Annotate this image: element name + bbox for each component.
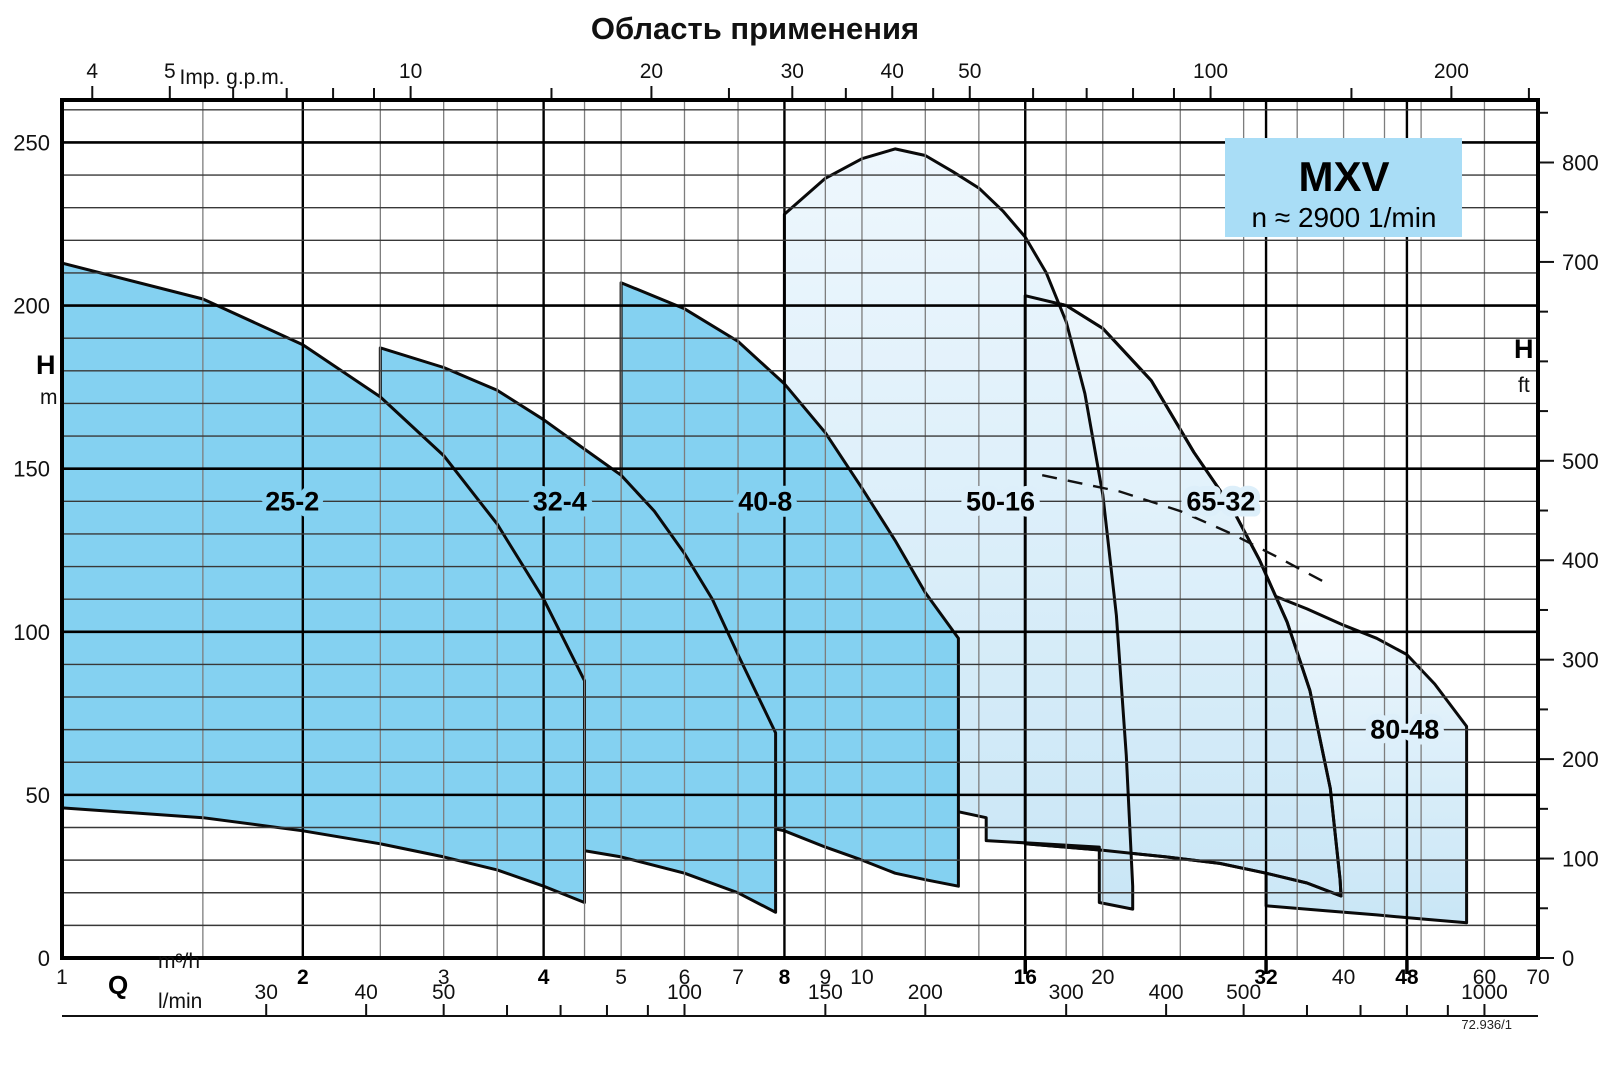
lmin-label-50: 50	[432, 981, 455, 1004]
legend-box: MXV n ≈ 2900 1/min	[1225, 138, 1462, 237]
lmin-label-1000: 1000	[1461, 981, 1508, 1004]
lmin-label-300: 300	[1049, 981, 1084, 1004]
tick-bottom-label-40: 40	[1332, 966, 1355, 989]
tick-left-label-200: 200	[13, 294, 50, 319]
tick-bottom-label-4: 4	[538, 966, 550, 989]
tick-top-label-4: 4	[86, 60, 98, 83]
tick-left-label-250: 250	[13, 130, 50, 155]
tick-top-label-20: 20	[640, 60, 663, 83]
tick-bottom-label-3: 3	[438, 966, 450, 989]
tick-bottom-label-60: 60	[1473, 966, 1496, 989]
left-axis-symbol: H	[36, 350, 56, 380]
tick-top-label-100: 100	[1193, 60, 1228, 83]
tick-bottom-label-70: 70	[1526, 966, 1549, 989]
tick-left-label-0: 0	[38, 946, 50, 971]
lmin-label-400: 400	[1149, 981, 1184, 1004]
tick-bottom-label-32: 32	[1254, 966, 1277, 989]
right-axis-symbol: H	[1514, 334, 1534, 364]
tick-bottom-label-16: 16	[1014, 966, 1037, 989]
top-axis-unit: Imp. g.p.m.	[179, 66, 284, 89]
tick-bottom-label-10: 10	[850, 966, 873, 989]
tick-left-label-100: 100	[13, 620, 50, 645]
tick-top-label-50: 50	[958, 60, 981, 83]
lmin-label-500: 500	[1226, 981, 1261, 1004]
tick-left-label-50: 50	[26, 783, 50, 808]
tick-top-label-200: 200	[1434, 60, 1469, 83]
tick-bottom-label-2: 2	[297, 966, 309, 989]
tick-right-label-100: 100	[1562, 847, 1599, 872]
lmin-label-150: 150	[808, 981, 843, 1004]
tick-top-label-30: 30	[781, 60, 804, 83]
tick-bottom-label-9: 9	[820, 966, 832, 989]
tick-bottom-label-7: 7	[732, 966, 744, 989]
region-label-40-8: 40-8	[738, 486, 792, 516]
region-label-50-16: 50-16	[966, 486, 1035, 516]
tick-top-label-10: 10	[399, 60, 422, 83]
flow-axis-unit-m3h: m³/h	[158, 950, 200, 973]
tick-top-label-5: 5	[164, 60, 176, 83]
tick-bottom-label-20: 20	[1091, 966, 1114, 989]
tick-right-label-700: 700	[1562, 250, 1599, 275]
tick-right-label-200: 200	[1562, 747, 1599, 772]
left-axis-unit: m	[40, 386, 58, 409]
lmin-label-200: 200	[908, 981, 943, 1004]
tick-bottom-label-6: 6	[679, 966, 691, 989]
tick-right-label-500: 500	[1562, 449, 1599, 474]
tick-right-label-800: 800	[1562, 150, 1599, 175]
legend-model: MXV	[1298, 153, 1389, 200]
tick-bottom-label-5: 5	[615, 966, 627, 989]
dashed-limit-line	[1041, 474, 1327, 584]
drawing-reference: 72.936/1	[1461, 1017, 1512, 1032]
tick-right-label-0: 0	[1562, 946, 1574, 971]
legend-speed: n ≈ 2900 1/min	[1251, 202, 1436, 233]
region-label-65-32: 65-32	[1186, 486, 1255, 516]
flow-axis-symbol: Q	[108, 970, 128, 1000]
plot-border	[60, 98, 1540, 960]
tick-left-label-150: 150	[13, 457, 50, 482]
flow-axis-unit-lmin: l/min	[158, 990, 202, 1013]
chart-title: Область применения	[591, 11, 919, 46]
lmin-label-100: 100	[667, 981, 702, 1004]
lmin-label-30: 30	[255, 981, 278, 1004]
lmin-label-40: 40	[354, 981, 377, 1004]
tick-right-label-400: 400	[1562, 548, 1599, 573]
right-axis-unit: ft	[1518, 374, 1530, 397]
legend-background	[1225, 138, 1462, 237]
region-label-32-4: 32-4	[533, 486, 587, 516]
tick-bottom-label-48: 48	[1395, 966, 1419, 989]
region-label-25-2: 25-2	[265, 486, 319, 516]
region-label-80-48: 80-48	[1370, 715, 1439, 745]
tick-bottom-label-1: 1	[56, 966, 68, 989]
tick-bottom-label-8: 8	[779, 966, 791, 989]
tick-top-label-40: 40	[881, 60, 904, 83]
tick-right-label-300: 300	[1562, 648, 1599, 673]
